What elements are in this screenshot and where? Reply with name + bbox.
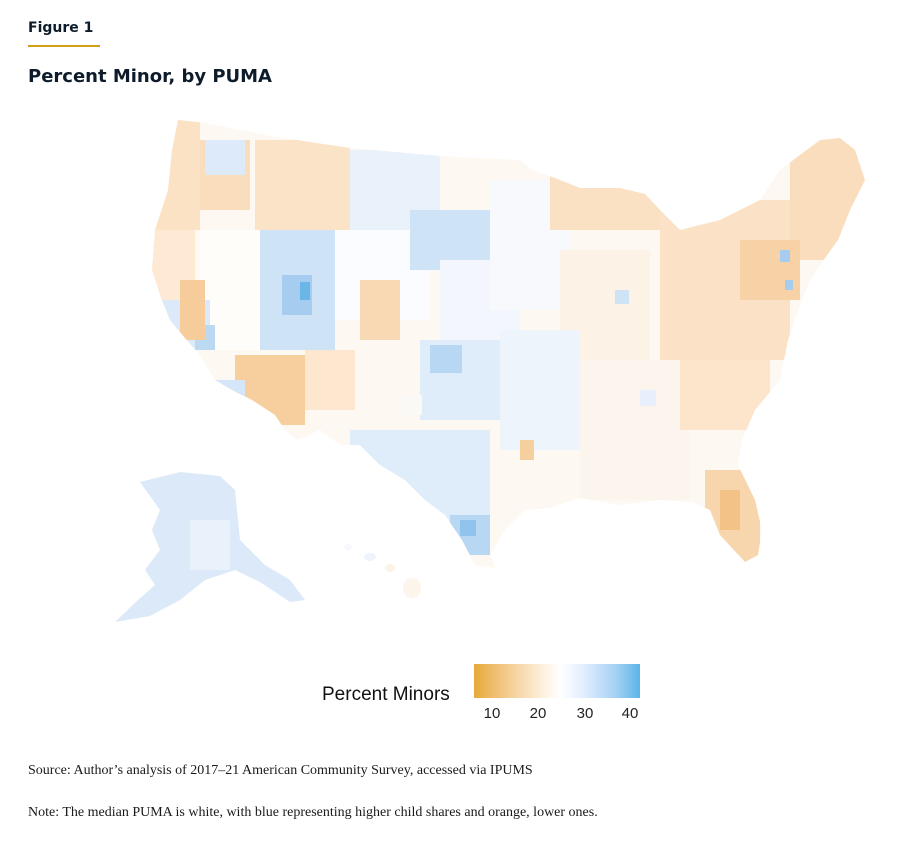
contiguous-us-shape — [152, 120, 865, 568]
legend-tick-40: 40 — [621, 705, 639, 722]
hawaii-shape — [344, 544, 421, 598]
figure-note: Note: The median PUMA is white, with blu… — [28, 805, 598, 820]
source-note: Source: Author’s analysis of 2017–21 Ame… — [28, 763, 533, 778]
alaska-shape — [115, 472, 305, 622]
figure-title: Percent Minor, by PUMA — [28, 66, 272, 87]
legend-tick-20: 20 — [529, 705, 547, 722]
us-puma-choropleth-map — [20, 110, 900, 630]
figure-label: Figure 1 — [28, 20, 94, 36]
legend-tick-10: 10 — [483, 705, 501, 722]
legend-title: Percent Minors — [322, 684, 450, 705]
legend-tick-30: 30 — [576, 705, 594, 722]
figure-label-underline — [28, 45, 100, 47]
legend-color-scale — [474, 664, 640, 698]
